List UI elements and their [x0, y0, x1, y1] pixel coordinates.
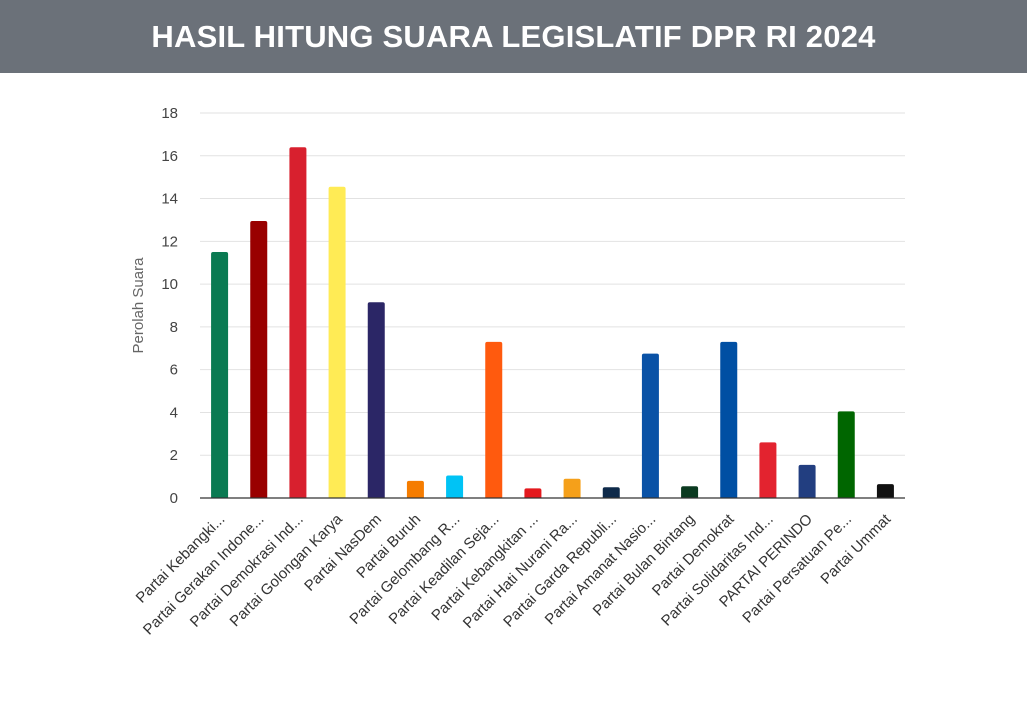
bar — [289, 147, 307, 498]
title-banner: HASIL HITUNG SUARA LEGISLATIF DPR RI 202… — [0, 0, 1027, 73]
bar-chart: 0 2 4 6 8 10 12 14 16 18 Partai Kebangki...Partai… — [130, 105, 905, 638]
bar — [798, 464, 816, 498]
x-category-label: Partai Ummat — [817, 510, 894, 587]
bar — [837, 411, 855, 498]
bar — [446, 475, 464, 498]
bar — [250, 221, 268, 498]
y-tick-label: 2 — [170, 447, 178, 464]
y-axis-ticks: 0 2 4 6 8 10 12 14 16 18 — [161, 105, 178, 507]
y-tick-label: 0 — [170, 490, 178, 507]
bar — [524, 488, 542, 498]
bar — [406, 480, 424, 498]
chart-title: HASIL HITUNG SUARA LEGISLATIF DPR RI 202… — [151, 18, 876, 54]
bar — [759, 442, 777, 498]
y-tick-label: 8 — [170, 319, 178, 336]
gridlines — [200, 112, 905, 456]
y-tick-label: 10 — [161, 276, 178, 293]
bar — [602, 487, 620, 498]
bar — [720, 341, 738, 498]
bar — [681, 486, 699, 498]
bar — [367, 302, 385, 498]
bar — [641, 353, 659, 498]
y-tick-label: 18 — [161, 105, 178, 122]
x-axis-labels: Partai Kebangki...Partai Gerakan Indone.… — [133, 510, 895, 638]
bar — [876, 484, 894, 498]
bar — [328, 186, 346, 498]
y-axis-title: Perolah Suara — [130, 257, 147, 354]
bar — [563, 478, 581, 498]
bar — [485, 341, 503, 498]
y-tick-label: 6 — [170, 362, 178, 379]
y-tick-label: 4 — [170, 404, 178, 421]
bars — [211, 147, 894, 498]
y-tick-label: 14 — [161, 191, 178, 208]
chart-area: 0 2 4 6 8 10 12 14 16 18 Partai Kebangki... Partai… — [0, 73, 1027, 717]
y-tick-label: 12 — [161, 233, 178, 250]
y-tick-label: 16 — [161, 148, 178, 165]
bar — [211, 252, 229, 498]
